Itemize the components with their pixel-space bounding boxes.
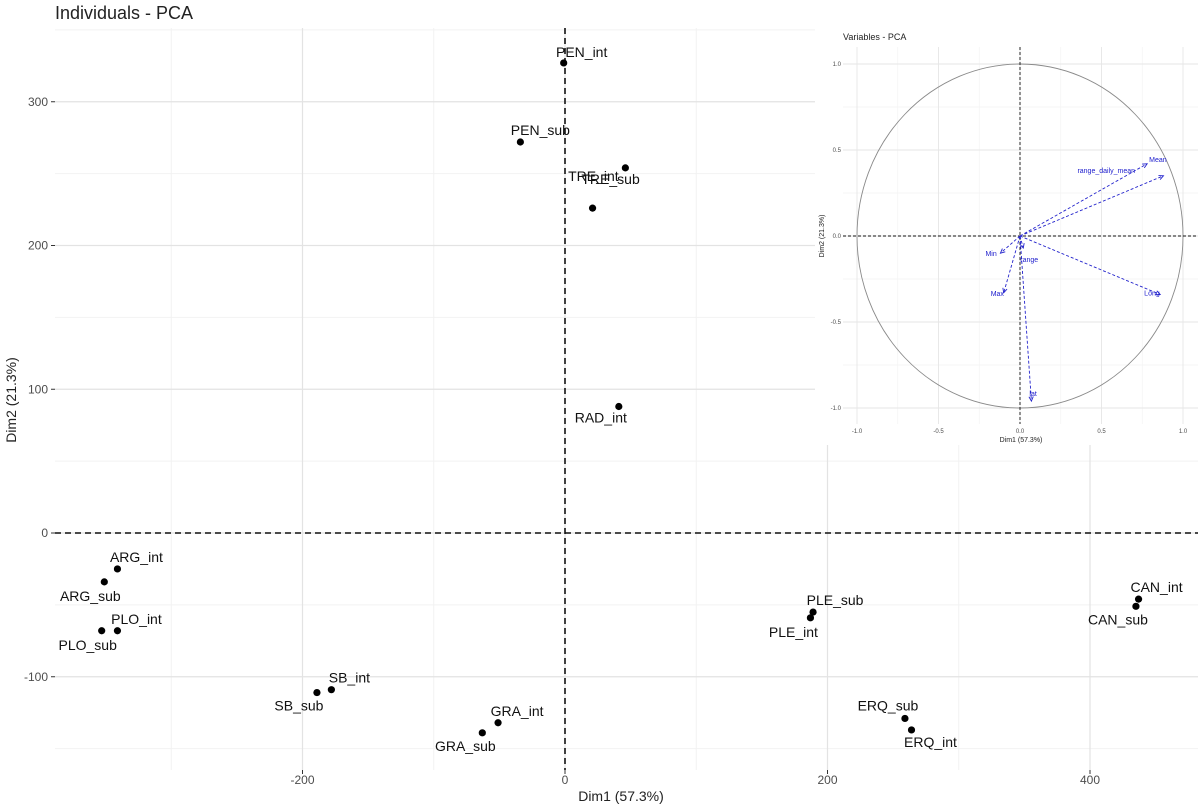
- variable-arrowhead-lat: [1028, 396, 1034, 403]
- point-tre_int: [621, 164, 629, 172]
- inset-x-tick-label: 0.0: [1016, 429, 1025, 435]
- point-arg_int: [113, 565, 122, 573]
- variable-label-range_daily_mean: range_daily_mean: [1077, 168, 1135, 175]
- point-label-erq_int: ERQ_int: [904, 734, 957, 750]
- inset-y-axis-title: Dim2 (21.3%): [819, 215, 826, 258]
- point-label-arg_int: ARG_int: [110, 549, 163, 565]
- variable-label-lat: lat: [1029, 391, 1036, 398]
- point-label-erq_sub: ERQ_sub: [858, 697, 919, 713]
- point-label-ple_int: PLE_int: [769, 624, 818, 640]
- main-y-axis-title: Dim2 (21.3%): [3, 357, 19, 443]
- inset-y-tick-label: 0.5: [833, 148, 842, 154]
- point-sb_int: [327, 686, 335, 694]
- variable-label-max: Max: [991, 291, 1005, 298]
- inset-x-tick-label: -0.5: [933, 429, 944, 435]
- x-tick-label: -200: [290, 773, 314, 787]
- x-tick-label: 0: [562, 773, 569, 787]
- point-label-ple_sub: PLE_sub: [807, 592, 864, 608]
- y-tick-label: -100: [24, 670, 48, 684]
- y-tick-label: 300: [28, 95, 48, 109]
- point-plo_int: [113, 627, 122, 635]
- inset-x-tick-label: -1.0: [852, 429, 863, 435]
- point-can_sub: [1132, 602, 1140, 610]
- point-erq_sub: [901, 714, 909, 723]
- point-erq_int: [907, 726, 916, 734]
- point-label-pen_sub: PEN_sub: [511, 122, 570, 138]
- point-label-tre_int: TRE_int: [568, 168, 619, 184]
- variable-arrow-max: [1003, 235, 1021, 293]
- variable-arrowhead-max: [1002, 287, 1008, 294]
- point-pen_sub: [516, 138, 524, 146]
- point-label-plo_sub: PLO_sub: [59, 637, 118, 653]
- main-x-axis-title: Dim1 (57.3%): [578, 788, 664, 804]
- inset-y-tick-label: -1.0: [831, 406, 842, 412]
- main-chart-title: Individuals - PCA: [55, 3, 193, 23]
- inset-y-tick-label: 1.0: [833, 62, 842, 68]
- variable-arrow-long: [1019, 235, 1161, 295]
- variable-arrow-lat: [1019, 235, 1032, 402]
- y-tick-label: 200: [28, 239, 48, 253]
- variable-arrow-mean: [1019, 163, 1148, 237]
- variable-arrowhead-range_daily_mean: [1158, 175, 1165, 180]
- inset-y-tick-label: 0.0: [833, 234, 842, 240]
- point-arg_sub: [100, 578, 108, 586]
- variables-pca-chart: -1.0 -0.5 0.0 0.5 1.0 -1.0 -0.5 0.0 0.5 1.0 Mean r…: [819, 32, 1198, 444]
- inset-x-tick-label: 0.5: [1097, 429, 1106, 435]
- point-gra_sub: [478, 729, 486, 737]
- point-tre_sub: [588, 204, 597, 212]
- variable-arrow-min: [1000, 235, 1021, 254]
- variable-arrowhead-long: [1155, 290, 1162, 296]
- point-sb_sub: [313, 688, 321, 697]
- point-can_int: [1134, 595, 1143, 603]
- inset-variable-arrows: Mean range_daily_mean Long lat Min Max range: [985, 157, 1167, 403]
- y-tick-label: 100: [28, 382, 48, 396]
- point-label-can_sub: CAN_sub: [1088, 611, 1148, 627]
- point-label-sb_int: SB_int: [329, 670, 370, 686]
- point-label-can_int: CAN_int: [1130, 579, 1182, 595]
- point-label-rad_int: RAD_int: [575, 410, 627, 426]
- point-label-pen_int: PEN_int: [556, 44, 607, 60]
- variable-arrowhead-mean: [1142, 163, 1149, 169]
- variable-arrow-range: [1019, 235, 1024, 249]
- inset-y-tick-label: -0.5: [831, 320, 842, 326]
- main-zero-axes: [55, 28, 1198, 770]
- main-tick-labels: -200 0 200 400 -100 0 100 200 300: [24, 95, 1100, 787]
- inset-chart-title: Variables - PCA: [843, 32, 906, 42]
- x-tick-label: 200: [817, 773, 837, 787]
- inset-tick-labels: -1.0 -0.5 0.0 0.5 1.0 -1.0 -0.5 0.0 0.5 1.0: [831, 62, 1188, 435]
- inset-x-axis-title: Dim1 (57.3%): [1000, 437, 1043, 444]
- variable-label-min: Min: [985, 251, 996, 258]
- variables-pca-inset: -1.0 -0.5 0.0 0.5 1.0 -1.0 -0.5 0.0 0.5 1.0 Mean r…: [815, 26, 1198, 445]
- variable-arrow-range_daily_mean: [1019, 175, 1164, 237]
- variable-arrowhead-min: [999, 248, 1006, 254]
- point-label-sb_sub: SB_sub: [274, 698, 323, 714]
- variable-label-long: Long: [1144, 290, 1160, 297]
- point-plo_sub: [98, 627, 106, 635]
- point-label-gra_int: GRA_int: [491, 703, 544, 719]
- point-label-tre_sub: TRE_sub: [581, 171, 640, 187]
- variable-label-range: range: [1020, 257, 1038, 264]
- point-ple_int: [806, 614, 815, 622]
- point-label-arg_sub: ARG_sub: [60, 588, 121, 604]
- inset-x-tick-label: 1.0: [1179, 429, 1188, 435]
- point-pen_int: [560, 59, 568, 67]
- point-label-gra_sub: GRA_sub: [435, 738, 496, 754]
- y-tick-label: 0: [41, 526, 48, 540]
- inset-gridlines: [843, 47, 1198, 424]
- point-rad_int: [615, 402, 623, 411]
- point-ple_sub: [809, 608, 817, 616]
- point-label-plo_int: PLO_int: [111, 611, 162, 627]
- point-gra_int: [494, 719, 502, 727]
- variable-arrowhead-range: [1019, 243, 1025, 250]
- x-tick-label: 400: [1080, 773, 1100, 787]
- variable-label-mean: Mean: [1149, 157, 1167, 164]
